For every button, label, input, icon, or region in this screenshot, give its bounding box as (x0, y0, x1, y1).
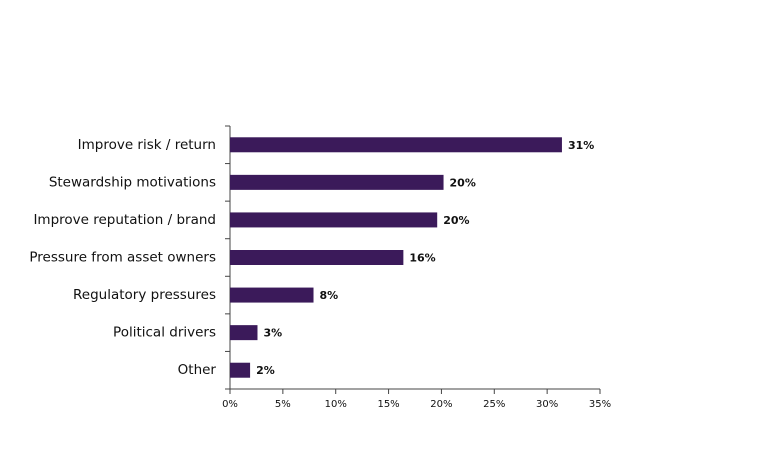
x-tick-label: 15% (377, 399, 399, 410)
value-label: 3% (263, 327, 282, 340)
y-tick-label: Pressure from asset owners (29, 250, 216, 266)
x-tick-label: 25% (483, 399, 505, 410)
bar (230, 212, 438, 228)
bar (230, 325, 258, 341)
value-label: 2% (256, 364, 275, 377)
value-label: 16% (409, 252, 435, 265)
bar (230, 287, 314, 303)
bar (230, 250, 404, 265)
x-tick-label: 10% (325, 399, 347, 410)
y-tick-label: Other (178, 362, 217, 378)
bar (230, 362, 251, 378)
y-tick-label: Improve risk / return (78, 137, 216, 153)
bar (230, 174, 444, 190)
value-label: 8% (320, 289, 339, 302)
x-tick-label: 0% (222, 399, 238, 410)
x-tick-label: 5% (275, 399, 291, 410)
x-tick-label: 20% (430, 399, 452, 410)
y-tick-label: Regulatory pressures (73, 287, 216, 303)
x-tick-label: 35% (589, 399, 611, 410)
value-label: 20% (450, 176, 476, 189)
x-tick-label: 30% (536, 399, 558, 410)
value-label: 31% (568, 139, 594, 152)
y-tick-label: Improve reputation / brand (33, 212, 216, 228)
value-label: 20% (443, 214, 469, 227)
y-tick-label: Stewardship motivations (49, 174, 216, 190)
y-tick-label: Political drivers (113, 325, 216, 341)
bar (230, 137, 562, 153)
